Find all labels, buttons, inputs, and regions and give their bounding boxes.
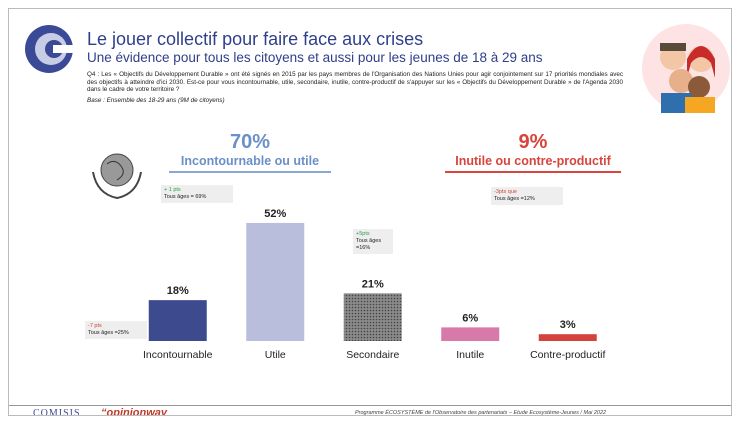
bar-chart: 18% Incontournable 52% Utile 21% Secondaire 6%… xyxy=(143,208,605,361)
callout: -3pts que Tous âges =12% xyxy=(491,187,563,205)
subtitle: Une évidence pour tous les citoyens et a… xyxy=(87,50,543,65)
bar xyxy=(441,327,500,341)
callout-text: Tous âges =12% xyxy=(494,196,535,202)
value-label: 3% xyxy=(560,319,576,331)
bar xyxy=(148,300,207,341)
footer-logo: COMISIS xyxy=(33,408,81,416)
base: Base : Ensemble des 18-29 ans (9M de cit… xyxy=(87,97,225,104)
category-label: Secondaire xyxy=(346,349,399,361)
callout-text: Tous âges =25% xyxy=(88,330,129,336)
group-incontournable-utile: 70% Incontournable ou utile xyxy=(169,131,331,173)
category-label: Incontournable xyxy=(143,349,213,361)
category-label: Contre-productif xyxy=(530,349,605,361)
value-label: 6% xyxy=(462,312,478,324)
slide: Le jouer collectif pour faire face aux c… xyxy=(8,8,732,416)
logo xyxy=(25,25,75,73)
bar xyxy=(246,222,305,341)
value-label: 21% xyxy=(362,278,384,290)
title: Le jouer collectif pour faire face aux c… xyxy=(87,29,424,49)
callout-text: Tous âges =16% xyxy=(356,238,382,251)
bar xyxy=(343,293,402,341)
group-total: 9% xyxy=(518,131,548,153)
callout: + 1 pts Tous âges = 69% xyxy=(161,185,233,203)
question: Q4 : Les « Objectifs du Développement Du… xyxy=(87,71,623,93)
people-illustration xyxy=(642,24,730,113)
globe-hands-icon xyxy=(92,153,142,200)
footer-rule xyxy=(9,405,731,406)
callout-text: Tous âges = 69% xyxy=(164,194,207,200)
callout-delta: -3pts que xyxy=(494,189,517,195)
callout-delta: + 1 pts xyxy=(164,187,181,193)
callout-delta: +5pts xyxy=(356,231,370,237)
footer-logo: “opinionway xyxy=(101,407,167,416)
group-label: Inutile ou contre-productif xyxy=(445,154,621,173)
footer-source: Programme ÉCOSYSTÈME de l'Observatoire d… xyxy=(355,410,607,416)
callout: +5pts Tous âges =16% xyxy=(353,229,393,254)
group-inutile-contre-productif: 9% Inutile ou contre-productif xyxy=(445,131,621,173)
bar xyxy=(538,334,597,341)
category-label: Utile xyxy=(265,349,286,361)
value-label: 52% xyxy=(264,208,286,220)
callout-delta: -7 pts xyxy=(88,323,102,329)
category-label: Inutile xyxy=(456,349,484,361)
group-total: 70% xyxy=(229,131,271,153)
group-label: Incontournable ou utile xyxy=(169,154,331,173)
callout: -7 pts Tous âges =25% xyxy=(85,321,147,339)
value-label: 18% xyxy=(167,285,189,297)
